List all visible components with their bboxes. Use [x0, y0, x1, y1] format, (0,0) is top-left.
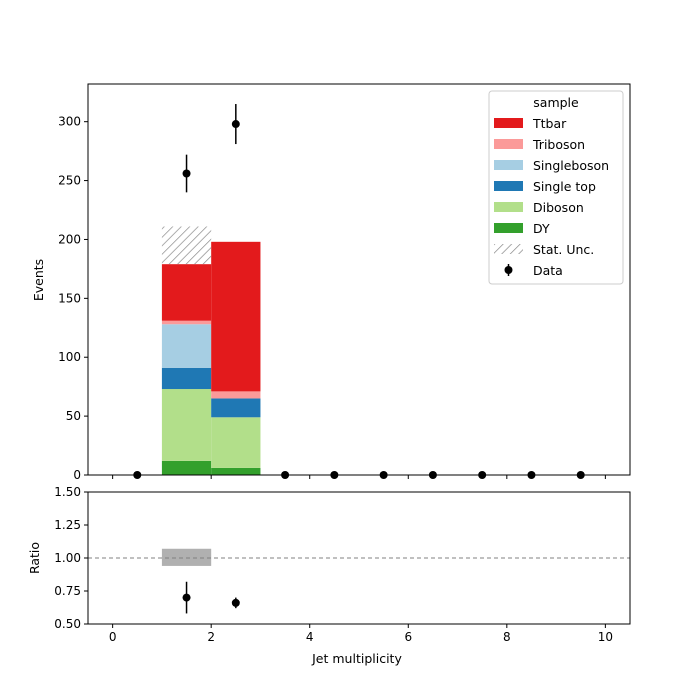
bar-single-top-bin-1: [211, 398, 261, 418]
legend-entry-single-top: Single top: [494, 179, 596, 194]
ratio-y-tick-label-3: 1.25: [54, 518, 81, 532]
legend-label-data: Data: [533, 263, 563, 278]
y-tick-label-3: 150: [58, 291, 81, 305]
legend-swatch-dy: [494, 223, 523, 233]
ratio-plot-frame: [87, 491, 631, 625]
y-tick-label-5: 250: [58, 174, 81, 188]
bar-diboson-bin-0: [161, 389, 212, 461]
legend-entry-data: Data: [504, 263, 563, 278]
legend: sample Ttbar Triboson Singleboson Single to…: [488, 90, 624, 285]
legend-label-singleboson: Singleboson: [533, 158, 609, 173]
legend-entry-triboson: Triboson: [494, 137, 585, 152]
x-tick-label-3: 6: [404, 630, 412, 644]
legend-entry-diboson: Diboson: [494, 200, 584, 215]
bar-ttbar-bin-1: [211, 241, 261, 392]
legend-label-single-top: Single top: [533, 179, 596, 194]
legend-swatch-triboson: [494, 139, 523, 149]
bar-triboson-bin-0: [161, 320, 212, 325]
ratio-y-tick-label-4: 1.50: [54, 485, 81, 499]
legend-swatch-single-top: [494, 181, 523, 191]
data-point-1: [182, 169, 191, 178]
y-tick-label-6: 300: [58, 115, 81, 129]
legend-swatch-ttbar: [494, 118, 523, 128]
main-plot: 0 50 100 150 200 250 300: [58, 104, 606, 482]
legend-label-stat-unc: Stat. Unc.: [533, 242, 594, 257]
stat-unc-hatch-bin-0: [161, 226, 212, 265]
y-tick-label-1: 50: [66, 409, 81, 423]
ratio-y-axis-label: Ratio: [27, 542, 42, 574]
x-tick-label-1: 2: [207, 630, 215, 644]
legend-swatch-stat-unc: [494, 244, 523, 254]
legend-swatch-singleboson: [494, 160, 523, 170]
x-tick-label-5: 10: [598, 630, 613, 644]
legend-entry-ttbar: Ttbar: [494, 116, 567, 131]
y-axis-label: Events: [31, 259, 46, 301]
bar-singleboson-bin-0: [161, 324, 212, 368]
main-plot-frame: [87, 83, 631, 476]
x-tick-label-2: 4: [306, 630, 314, 644]
bar-diboson-bin-1: [211, 417, 261, 468]
x-axis-label: Jet multiplicity: [311, 651, 402, 666]
y-tick-label-2: 100: [58, 350, 81, 364]
ratio-plot: 0 2 4 6 8 10 0.50 0.75 1.00 1.25 1.50: [54, 485, 630, 644]
bar-single-top-bin-0: [161, 367, 212, 390]
legend-label-dy: DY: [533, 221, 550, 236]
legend-label-ttbar: Ttbar: [532, 116, 567, 131]
legend-swatch-data-marker: [504, 266, 513, 274]
ratio-y-tick-label-1: 0.75: [54, 584, 81, 598]
ratio-unc-band-bin-0: [161, 548, 212, 566]
x-tick-label-4: 8: [503, 630, 511, 644]
legend-title: sample: [533, 95, 579, 110]
bar-dy-bin-1: [211, 467, 261, 475]
legend-label-triboson: Triboson: [532, 137, 585, 152]
bar-dy-bin-0: [161, 460, 212, 475]
bar-triboson-bin-1: [211, 391, 261, 399]
y-tick-label-4: 200: [58, 232, 81, 246]
legend-entry-singleboson: Singleboson: [494, 158, 609, 173]
ratio-point-1: [231, 598, 240, 607]
data-point-2: [231, 120, 240, 129]
legend-label-diboson: Diboson: [533, 200, 584, 215]
ratio-point-0: [182, 593, 191, 602]
legend-entry-dy: DY: [494, 221, 550, 236]
ratio-y-tick-label-2: 1.00: [54, 551, 81, 565]
legend-swatch-diboson: [494, 202, 523, 212]
ratio-y-tick-label-0: 0.50: [54, 617, 81, 631]
bar-ttbar-bin-0: [161, 264, 212, 321]
legend-entry-stat-unc: Stat. Unc.: [494, 242, 594, 257]
x-tick-label-0: 0: [109, 630, 117, 644]
y-tick-label-0: 0: [73, 468, 81, 482]
